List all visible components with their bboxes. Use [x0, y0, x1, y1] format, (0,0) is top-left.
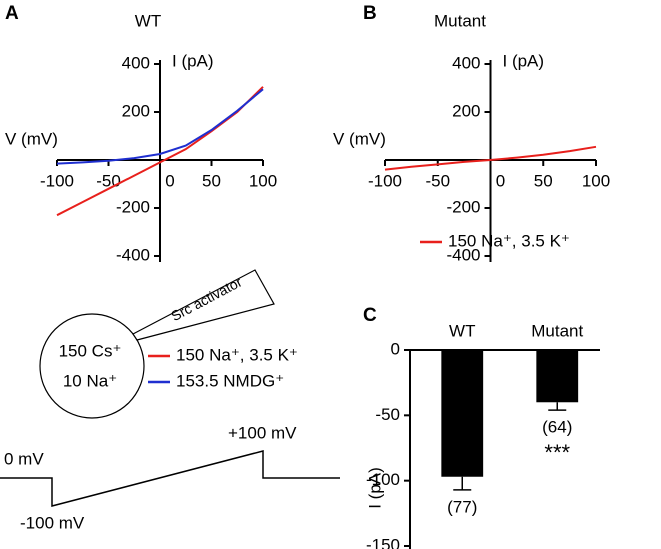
y-axis-label: I (pA)	[172, 51, 214, 70]
x-tick-label: -50	[425, 171, 450, 190]
y-tick-label: 200	[122, 101, 150, 120]
iv-curve	[384, 145, 597, 171]
y-tick-label: 0	[391, 339, 400, 358]
legend-label: 153.5 NMDG⁺	[176, 371, 284, 390]
panel-label: B	[363, 3, 377, 24]
bar	[536, 350, 579, 403]
y-tick-label: 400	[122, 53, 150, 72]
cell-label: 150 Cs⁺	[59, 341, 122, 360]
protocol-label: 0 mV	[4, 449, 44, 468]
x-tick-label: 100	[249, 171, 277, 190]
x-axis-label: V (mV)	[5, 129, 58, 148]
x-tick-label: 50	[202, 171, 221, 190]
x-tick-label: 0	[165, 171, 174, 190]
x-tick-label: 0	[496, 171, 505, 190]
n-label: (77)	[447, 497, 477, 516]
panel-label: A	[5, 3, 19, 24]
protocol-label: +100 mV	[228, 423, 297, 442]
significance: ***	[544, 440, 570, 465]
legend-label: 150 Na⁺, 3.5 K⁺	[176, 345, 298, 364]
pipette	[132, 269, 275, 341]
y-tick-label: -50	[375, 405, 400, 424]
legend-label: 150 Na⁺, 3.5 K⁺	[448, 231, 570, 250]
y-tick-label: 400	[452, 53, 480, 72]
voltage-protocol: 0 mV -100 mV +100 mV	[0, 423, 340, 532]
y-axis-label: I (pA)	[503, 51, 545, 70]
y-tick-label: 200	[452, 101, 480, 120]
iv-curve	[56, 88, 264, 165]
y-tick-label: -100	[366, 470, 400, 489]
category-label: WT	[449, 321, 475, 340]
cell	[39, 313, 145, 419]
chart-title: WT	[135, 11, 161, 30]
y-tick-label: -200	[446, 197, 480, 216]
y-axis-label: I (pA)	[365, 467, 384, 509]
x-axis-label: V (mV)	[333, 129, 386, 148]
y-tick-label: -200	[116, 197, 150, 216]
cell-label: 10 Na⁺	[63, 371, 117, 390]
y-tick-label: -400	[116, 245, 150, 264]
x-tick-label: 50	[534, 171, 553, 190]
chart-title: Mutant	[434, 11, 486, 30]
protocol-label: -100 mV	[20, 513, 85, 532]
panel-label: C	[363, 305, 377, 326]
y-tick-label: -150	[366, 535, 400, 549]
n-label: (64)	[542, 418, 572, 437]
x-tick-label: 100	[582, 171, 610, 190]
x-tick-label: -100	[40, 171, 74, 190]
cell-diagram: Src activator 150 Cs⁺ 10 Na⁺	[39, 269, 275, 419]
y-tick-label: -400	[446, 245, 480, 264]
category-label: Mutant	[531, 321, 583, 340]
x-tick-label: -50	[96, 171, 121, 190]
protocol-trace	[0, 450, 340, 507]
bar	[441, 350, 484, 477]
x-tick-label: -100	[368, 171, 402, 190]
